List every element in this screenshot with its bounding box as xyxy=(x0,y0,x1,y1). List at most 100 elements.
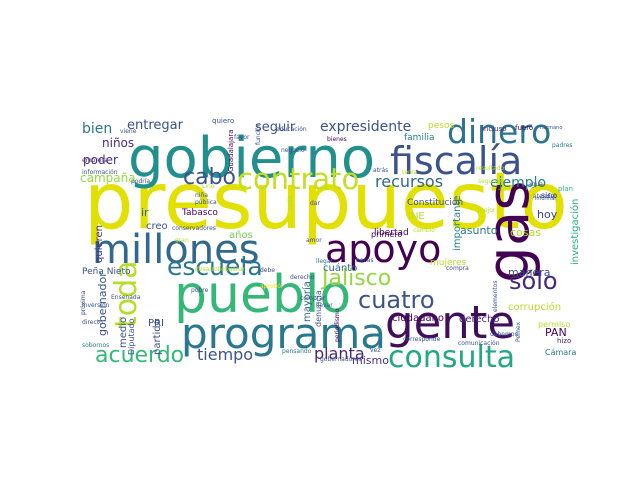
cloud-word: años xyxy=(229,230,253,241)
cloud-word: comunicación xyxy=(458,340,500,347)
cloud-word: dinero xyxy=(447,112,551,151)
cloud-word: cuatro xyxy=(358,286,435,314)
cloud-word: mismo xyxy=(352,354,389,367)
cloud-word: Constitución xyxy=(407,197,463,208)
cloud-word: sólo xyxy=(509,267,558,295)
cloud-word: buscar xyxy=(225,266,246,273)
cloud-word: recursos xyxy=(375,172,443,191)
cloud-word: Diputado xyxy=(127,318,136,355)
cloud-word: Lino xyxy=(202,183,215,190)
cloud-word: investigación xyxy=(569,199,581,265)
cloud-word: educación xyxy=(276,126,307,133)
cloud-word: dar xyxy=(310,200,320,207)
cloud-word: permiso xyxy=(538,320,570,329)
cloud-word: familia xyxy=(404,133,434,143)
cloud-word: próxima xyxy=(80,290,87,315)
cloud-word: quiero xyxy=(212,117,234,125)
cloud-word: planta xyxy=(314,344,365,363)
cloud-word: presupuesto xyxy=(84,157,568,247)
cloud-word: hermano xyxy=(540,125,562,131)
cloud-word: incluso xyxy=(482,125,507,133)
cloud-word: atender xyxy=(533,193,557,200)
cloud-word: vez xyxy=(370,347,380,354)
cloud-word: contrato xyxy=(237,162,359,196)
cloud-word: aprobó xyxy=(260,283,281,290)
cloud-word: sino xyxy=(541,191,557,200)
cloud-word: gobernadores xyxy=(320,356,361,363)
cloud-word: ir xyxy=(141,206,149,219)
cloud-word: atrás xyxy=(373,167,388,174)
cloud-word: Peña Nieto xyxy=(82,267,131,277)
cloud-word: empresa xyxy=(82,157,108,164)
cloud-word: tenía xyxy=(402,169,418,176)
cloud-word: cuánto xyxy=(323,262,357,274)
cloud-word: programa xyxy=(181,309,386,358)
cloud-word: llevar xyxy=(316,302,333,309)
cloud-word: bien xyxy=(82,121,112,137)
cloud-word: gran xyxy=(175,237,189,244)
cloud-word: directo xyxy=(82,319,103,326)
cloud-word: PRI xyxy=(148,318,164,329)
cloud-word: millones xyxy=(92,227,260,273)
cloud-word: cada xyxy=(287,195,294,210)
cloud-word: importante xyxy=(452,195,463,251)
cloud-word: periodismo xyxy=(334,308,341,342)
cloud-word: cosas xyxy=(510,226,541,239)
cloud-word: inversión xyxy=(82,302,110,309)
cloud-word: elementos xyxy=(492,280,499,312)
cloud-word: campaña xyxy=(80,171,136,185)
cloud-word: entregar xyxy=(127,118,184,133)
cloud-word: comprar xyxy=(300,295,326,302)
cloud-word: derecho xyxy=(459,314,500,325)
cloud-word: toda xyxy=(109,260,144,328)
cloud-word: gobernador xyxy=(96,272,109,336)
cloud-word: pueblo xyxy=(174,265,351,325)
cloud-word: informar xyxy=(535,196,557,202)
cloud-word: acuerdo xyxy=(95,343,184,368)
cloud-word: podría xyxy=(131,178,150,185)
cloud-word: medio xyxy=(118,317,129,348)
cloud-word: debe xyxy=(260,267,275,274)
cloud-word: función xyxy=(255,123,262,145)
cloud-word: mayoría xyxy=(301,281,313,322)
cloud-word: Pemex xyxy=(515,321,522,342)
cloud-word: llegar xyxy=(316,258,334,265)
cloud-word: ciudadano xyxy=(392,313,444,324)
cloud-word: debemos xyxy=(490,331,518,338)
cloud-word: consulta xyxy=(388,340,515,375)
cloud-word: hoy xyxy=(537,208,558,221)
cloud-word: fiscalía xyxy=(390,139,522,183)
cloud-word: niños xyxy=(102,136,134,150)
cloud-word: derecho xyxy=(290,274,315,281)
cloud-word: pesos xyxy=(428,121,454,131)
cloud-word: mejor xyxy=(478,207,496,214)
cloud-word: viene xyxy=(120,128,137,135)
cloud-word: cambio xyxy=(413,227,435,234)
cloud-word: Jalisco xyxy=(320,266,391,291)
cloud-word: pensando xyxy=(282,348,312,355)
cloud-word: Guadalajara xyxy=(227,129,235,172)
cloud-word: corrupción xyxy=(508,301,561,313)
cloud-word: escuela xyxy=(167,252,263,281)
cloud-word: creo xyxy=(146,221,168,232)
cloud-word: INE xyxy=(408,211,425,222)
cloud-word: desarrollo xyxy=(195,266,225,273)
cloud-word: compra xyxy=(446,265,469,272)
cloud-word: denuncia xyxy=(314,290,323,327)
cloud-word: Tabasco xyxy=(181,208,218,218)
cloud-word: hizo xyxy=(557,337,571,345)
cloud-word: amor xyxy=(306,237,322,244)
cloud-word: información xyxy=(82,169,118,176)
cloud-word: expresidente xyxy=(320,119,411,135)
cloud-word: gas xyxy=(474,180,542,283)
cloud-word: plan xyxy=(558,185,573,193)
cloud-word: cabo xyxy=(183,165,236,190)
cloud-word: asunto xyxy=(460,224,498,237)
cloud-word: conservadores xyxy=(172,225,216,232)
cloud-word: manera xyxy=(508,266,550,279)
cloud-word: poder xyxy=(83,153,118,167)
cloud-word: quieren xyxy=(94,225,105,263)
cloud-word: partido xyxy=(152,319,163,355)
cloud-word: resultado xyxy=(476,165,504,172)
